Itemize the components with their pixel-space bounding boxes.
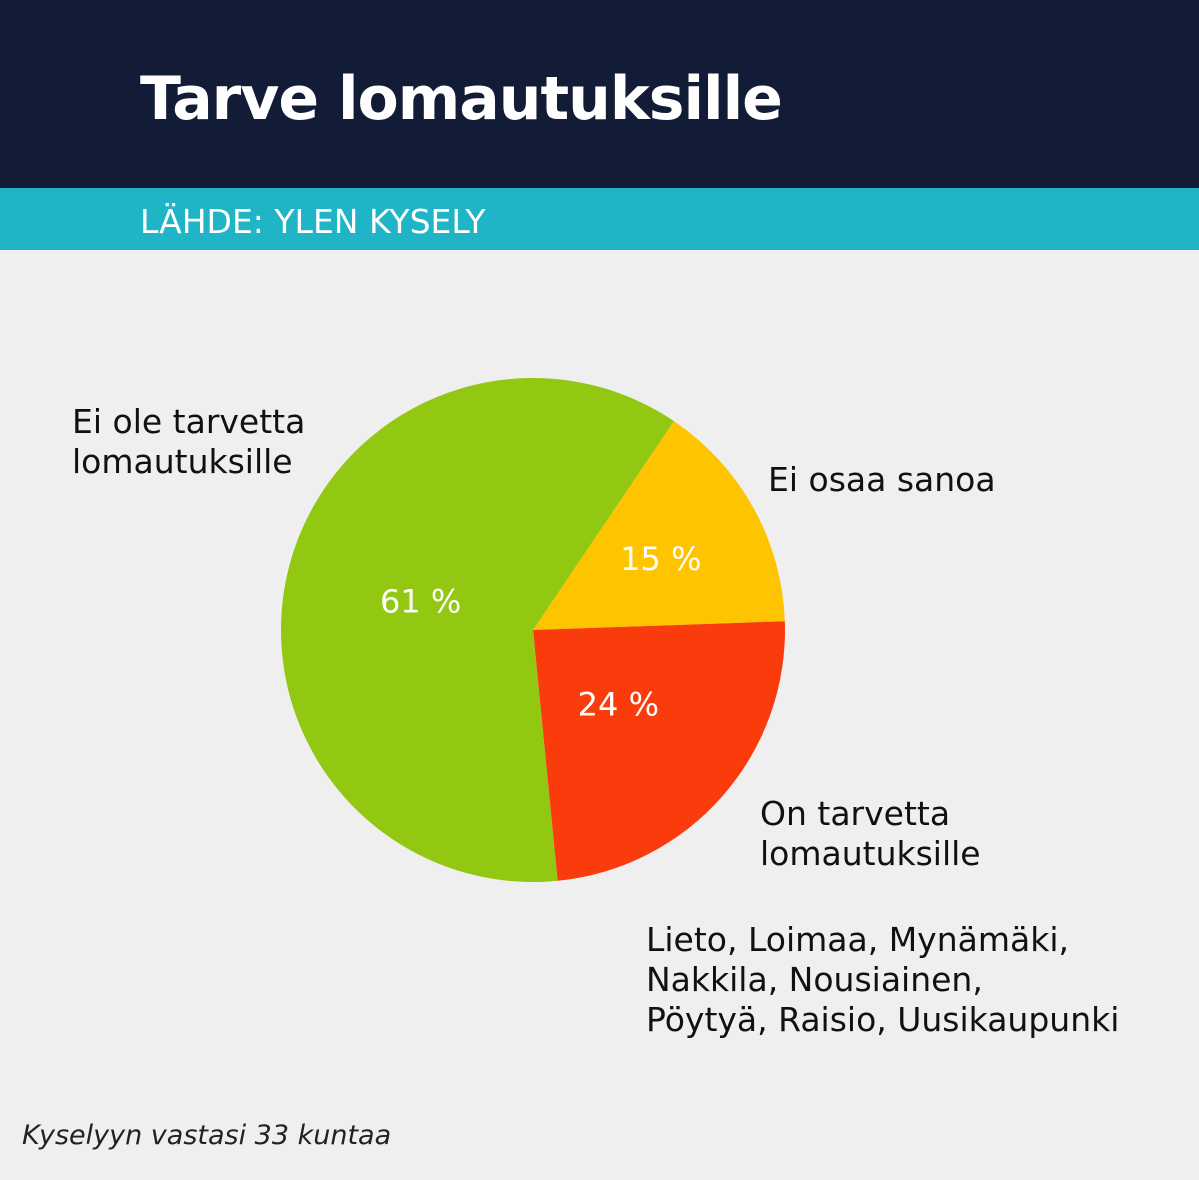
legend-label-line: lomautuksille <box>760 834 981 873</box>
slice-ei-ole-tarvetta <box>281 378 674 882</box>
legend-label-line: lomautuksille <box>72 442 293 481</box>
slice-ei-osaa-sanoa <box>533 421 785 630</box>
source-label: LÄHDE: YLEN KYSELY <box>140 202 486 241</box>
legend-label-line: Ei ole tarvetta <box>72 402 306 441</box>
municipality-line: Nakkila, Nousiainen, <box>646 960 983 999</box>
source-bar: LÄHDE: YLEN KYSELY <box>0 188 1199 250</box>
slice-value-label: 15 % <box>620 540 701 578</box>
chart-title: Tarve lomautuksille <box>140 64 783 134</box>
legend-label-ei-ole-tarvetta: Ei ole tarvetta lomautuksille <box>72 402 305 482</box>
header-bar: Tarve lomautuksille <box>0 0 1199 188</box>
municipality-line: Pöytyä, Raisio, Uusikaupunki <box>646 1000 1120 1039</box>
slice-value-label: 61 % <box>380 583 461 621</box>
municipality-line: Lieto, Loimaa, Mynämäki, <box>646 920 1069 959</box>
footer-note: Kyselyyn vastasi 33 kuntaa <box>22 1120 392 1151</box>
municipality-list: Lieto, Loimaa, Mynämäki, Nakkila, Nousia… <box>646 920 1119 1040</box>
slice-value-label: 24 % <box>578 686 659 724</box>
slice-on-tarvetta <box>533 621 785 881</box>
legend-label-ei-osaa-sanoa: Ei osaa sanoa <box>768 460 996 500</box>
legend-label-line: Ei osaa sanoa <box>768 460 996 499</box>
legend-label-line: On tarvetta <box>760 794 951 833</box>
legend-label-on-tarvetta: On tarvetta lomautuksille <box>760 794 981 874</box>
